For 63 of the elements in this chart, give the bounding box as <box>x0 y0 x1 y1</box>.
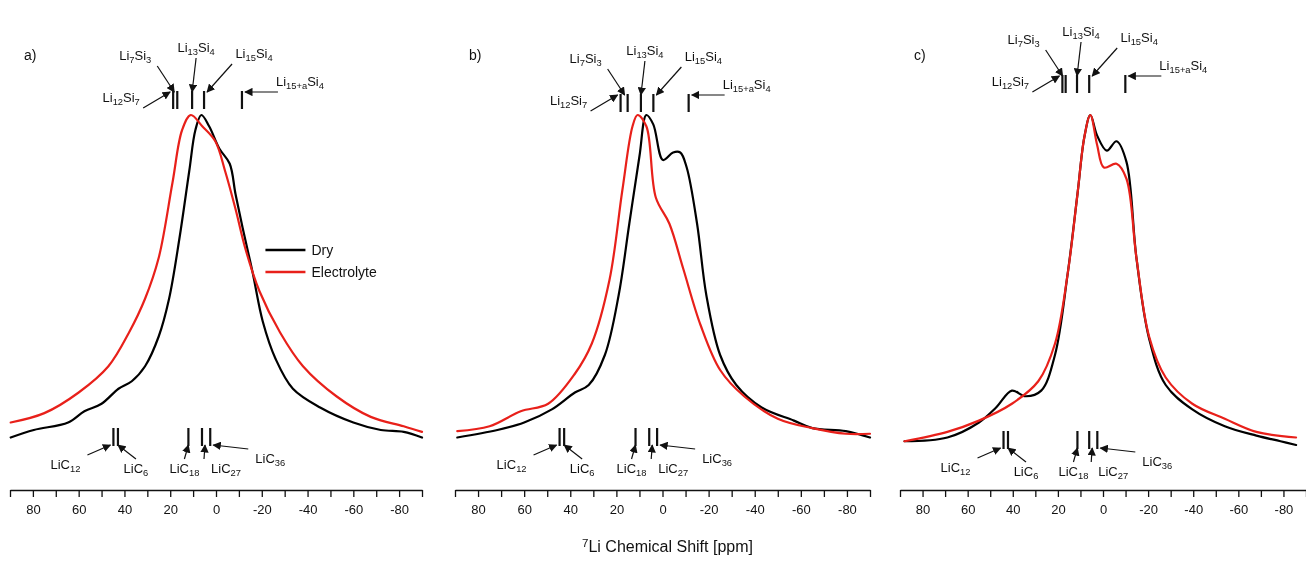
x-tick-label: -20 <box>252 502 272 518</box>
x-tick-label: -20 <box>699 502 719 518</box>
chart-title: b) <box>469 47 482 63</box>
x-tick-label: 0 <box>1099 502 1108 518</box>
x-tick-label: -80 <box>1274 502 1294 518</box>
text: Li$_{15}$Si$_{4}$ <box>1120 30 1158 47</box>
x-tick-label: 60 <box>517 502 532 518</box>
text: Li$_{15+a}$Si$_{4}$ <box>1159 58 1208 75</box>
x-tick-label: -60 <box>344 502 364 518</box>
x-tick-label: 0 <box>212 502 221 518</box>
annotation: LiC$_{6}$ <box>1013 464 1039 481</box>
chart-title: a) <box>24 47 37 63</box>
x-tick-label: 40 <box>117 502 133 518</box>
x-tick-label: 40 <box>563 502 579 518</box>
annotation: LiC$_{18}$ <box>169 461 200 478</box>
x-tick-label: 20 <box>1051 502 1066 518</box>
annotation: LiC$_{36}$ <box>1142 454 1173 471</box>
x-tick-label: -80 <box>838 502 857 518</box>
text: Li$_{15}$Si$_{4}$ <box>235 46 273 63</box>
x-tick-label: 20 <box>609 502 625 518</box>
x-axis-title: $^{7}$Li Chemical Shift [ppm] <box>582 537 753 555</box>
x-tick-label: 60 <box>71 502 87 518</box>
text: Li$_{15+a}$Si$_{4}$ <box>275 74 324 91</box>
annotation: LiC$_{27}$ <box>1098 464 1129 481</box>
annotation: LiC$_{36}$ <box>255 451 286 468</box>
text: Li$_{7}$Si$_{3}$ <box>1007 32 1040 49</box>
text: Li$_{12}$Si$_{7}$ <box>549 93 588 110</box>
x-tick-label: 0 <box>659 502 667 518</box>
annotation: LiC$_{36}$ <box>702 451 733 468</box>
x-tick-label: 60 <box>960 502 976 518</box>
annotation: LiC$_{12}$ <box>496 457 527 474</box>
x-tick-label: -60 <box>1229 502 1249 518</box>
annotation: LiC$_{27}$ <box>658 461 689 478</box>
x-tick-label: -40 <box>745 502 765 518</box>
x-tick-label: -40 <box>1184 502 1204 518</box>
text: Li$_{12}$Si$_{7}$ <box>991 74 1030 91</box>
text: Li$_{15+a}$Si$_{4}$ <box>722 77 771 94</box>
annotation: LiC$_{12}$ <box>940 460 971 477</box>
text: Li$_{13}$Si$_{4}$ <box>626 43 664 60</box>
x-tick-label: -60 <box>791 502 811 518</box>
annotation: LiC$_{6}$ <box>123 461 149 478</box>
annotation: LiC$_{18}$ <box>616 461 647 478</box>
text: Li$_{7}$Si$_{3}$ <box>569 51 602 68</box>
legend-label: Electrolyte <box>311 264 378 280</box>
text: Li$_{13}$Si$_{4}$ <box>177 40 215 57</box>
annotation: LiC$_{12}$ <box>50 457 81 474</box>
legend-label: Dry <box>311 242 334 258</box>
text: Li$_{13}$Si$_{4}$ <box>1062 24 1100 41</box>
x-tick-label: -20 <box>1139 502 1159 518</box>
x-tick-label: 80 <box>915 502 931 518</box>
annotation: LiC$_{6}$ <box>569 461 595 478</box>
annotation: LiC$_{18}$ <box>1058 464 1089 481</box>
annotation: LiC$_{27}$ <box>211 461 241 478</box>
x-tick-label: 80 <box>26 502 41 518</box>
x-tick-label: 40 <box>1006 502 1021 518</box>
text: Li$_{7}$Si$_{3}$ <box>119 48 152 65</box>
x-tick-label: 20 <box>163 502 178 518</box>
x-tick-label: -40 <box>298 502 318 518</box>
text: Li$_{12}$Si$_{7}$ <box>102 90 140 107</box>
text: Li$_{15}$Si$_{4}$ <box>684 49 723 66</box>
x-tick-label: -80 <box>390 502 410 518</box>
chart-title: c) <box>914 47 926 63</box>
x-tick-label: 80 <box>471 502 486 518</box>
